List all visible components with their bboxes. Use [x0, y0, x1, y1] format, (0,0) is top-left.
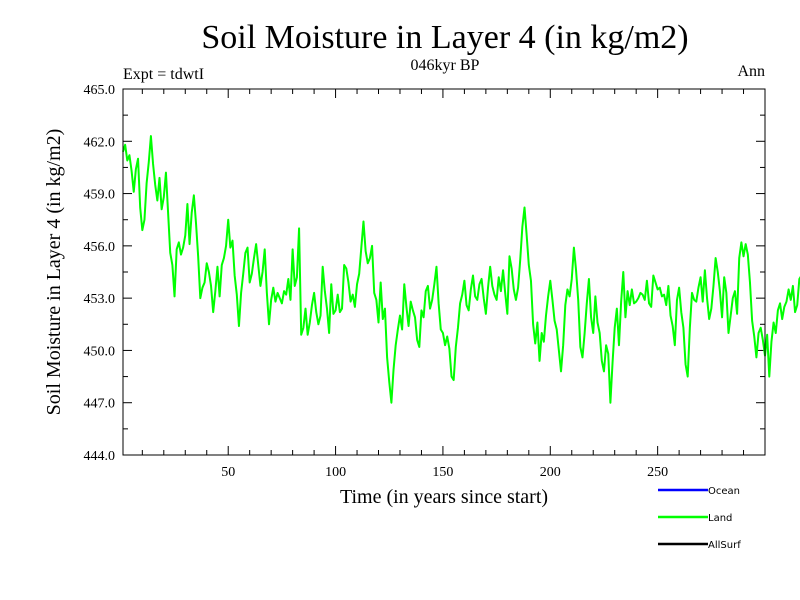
y-tick-label: 447.0	[84, 397, 116, 412]
x-tick-label: 150	[432, 465, 453, 480]
experiment-label: Expt = tdwtI	[123, 66, 204, 83]
season-label: Ann	[737, 63, 765, 80]
y-axis-label: Soil Moisture in Layer 4 (in kg/m2)	[43, 129, 65, 416]
y-axis-ticks: 444.0 447.0 450.0 453.0 456.0 459.0 462.0 465.0	[84, 83, 765, 464]
legend-label-land: Land	[708, 513, 732, 524]
y-tick-label: 462.0	[84, 135, 116, 150]
x-axis-label: Time (in years since start)	[340, 486, 548, 508]
x-tick-label: 100	[325, 465, 346, 480]
series-line-land	[122, 135, 800, 404]
y-tick-label: 465.0	[84, 83, 116, 98]
legend: Ocean Land AllSurf	[658, 486, 741, 551]
y-tick-label: 450.0	[84, 344, 116, 359]
x-tick-label: 200	[540, 465, 561, 480]
y-tick-label: 444.0	[84, 449, 116, 464]
y-tick-label: 459.0	[84, 188, 116, 203]
series-layer	[122, 135, 800, 404]
legend-label-allsurf: AllSurf	[708, 540, 741, 551]
y-tick-label: 456.0	[84, 240, 116, 255]
x-tick-label: 250	[647, 465, 668, 480]
chart-subtitle: 046kyr BP	[411, 57, 480, 74]
legend-label-ocean: Ocean	[708, 486, 740, 497]
y-tick-label: 453.0	[84, 292, 116, 307]
x-tick-label: 50	[221, 465, 235, 480]
plot-frame	[122, 88, 766, 456]
chart-title: Soil Moisture in Layer 4 (in kg/m2)	[201, 19, 688, 56]
x-axis-ticks: 50 100 150 200 250	[141, 89, 745, 480]
